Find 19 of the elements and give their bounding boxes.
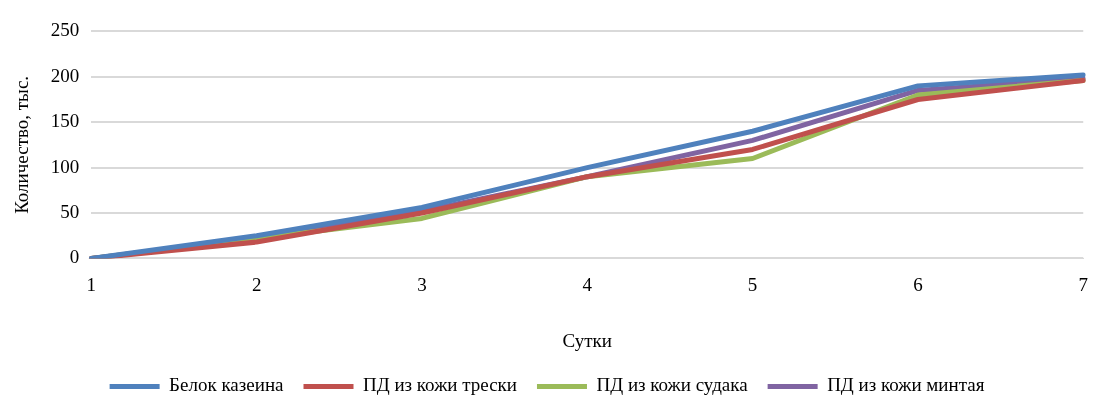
y-tick-label: 100 (50, 155, 80, 177)
legend-label: ПД из кожи трески (363, 374, 517, 396)
x-tick-label: 7 (1078, 273, 1088, 295)
x-tick-label: 6 (913, 273, 923, 295)
x-tick-label: 2 (251, 273, 262, 295)
x-axis-title: Сутки (562, 329, 612, 351)
y-tick-label: 250 (50, 19, 80, 41)
y-tick-label: 200 (50, 64, 80, 86)
y-tick-label: 0 (69, 246, 80, 268)
y-axis-title: Количество, тыс. (11, 75, 33, 214)
x-tick-label: 4 (582, 273, 593, 295)
y-tick-label: 150 (50, 110, 80, 132)
legend-label: ПД из кожи судака (596, 374, 749, 396)
legend-label: ПД из кожи минтая (827, 374, 985, 396)
y-tick-label: 50 (60, 200, 80, 222)
legend-label: Белок казеина (169, 374, 285, 396)
x-tick-label: 1 (86, 273, 97, 295)
x-tick-label: 3 (417, 273, 427, 295)
x-tick-label: 5 (747, 273, 758, 295)
